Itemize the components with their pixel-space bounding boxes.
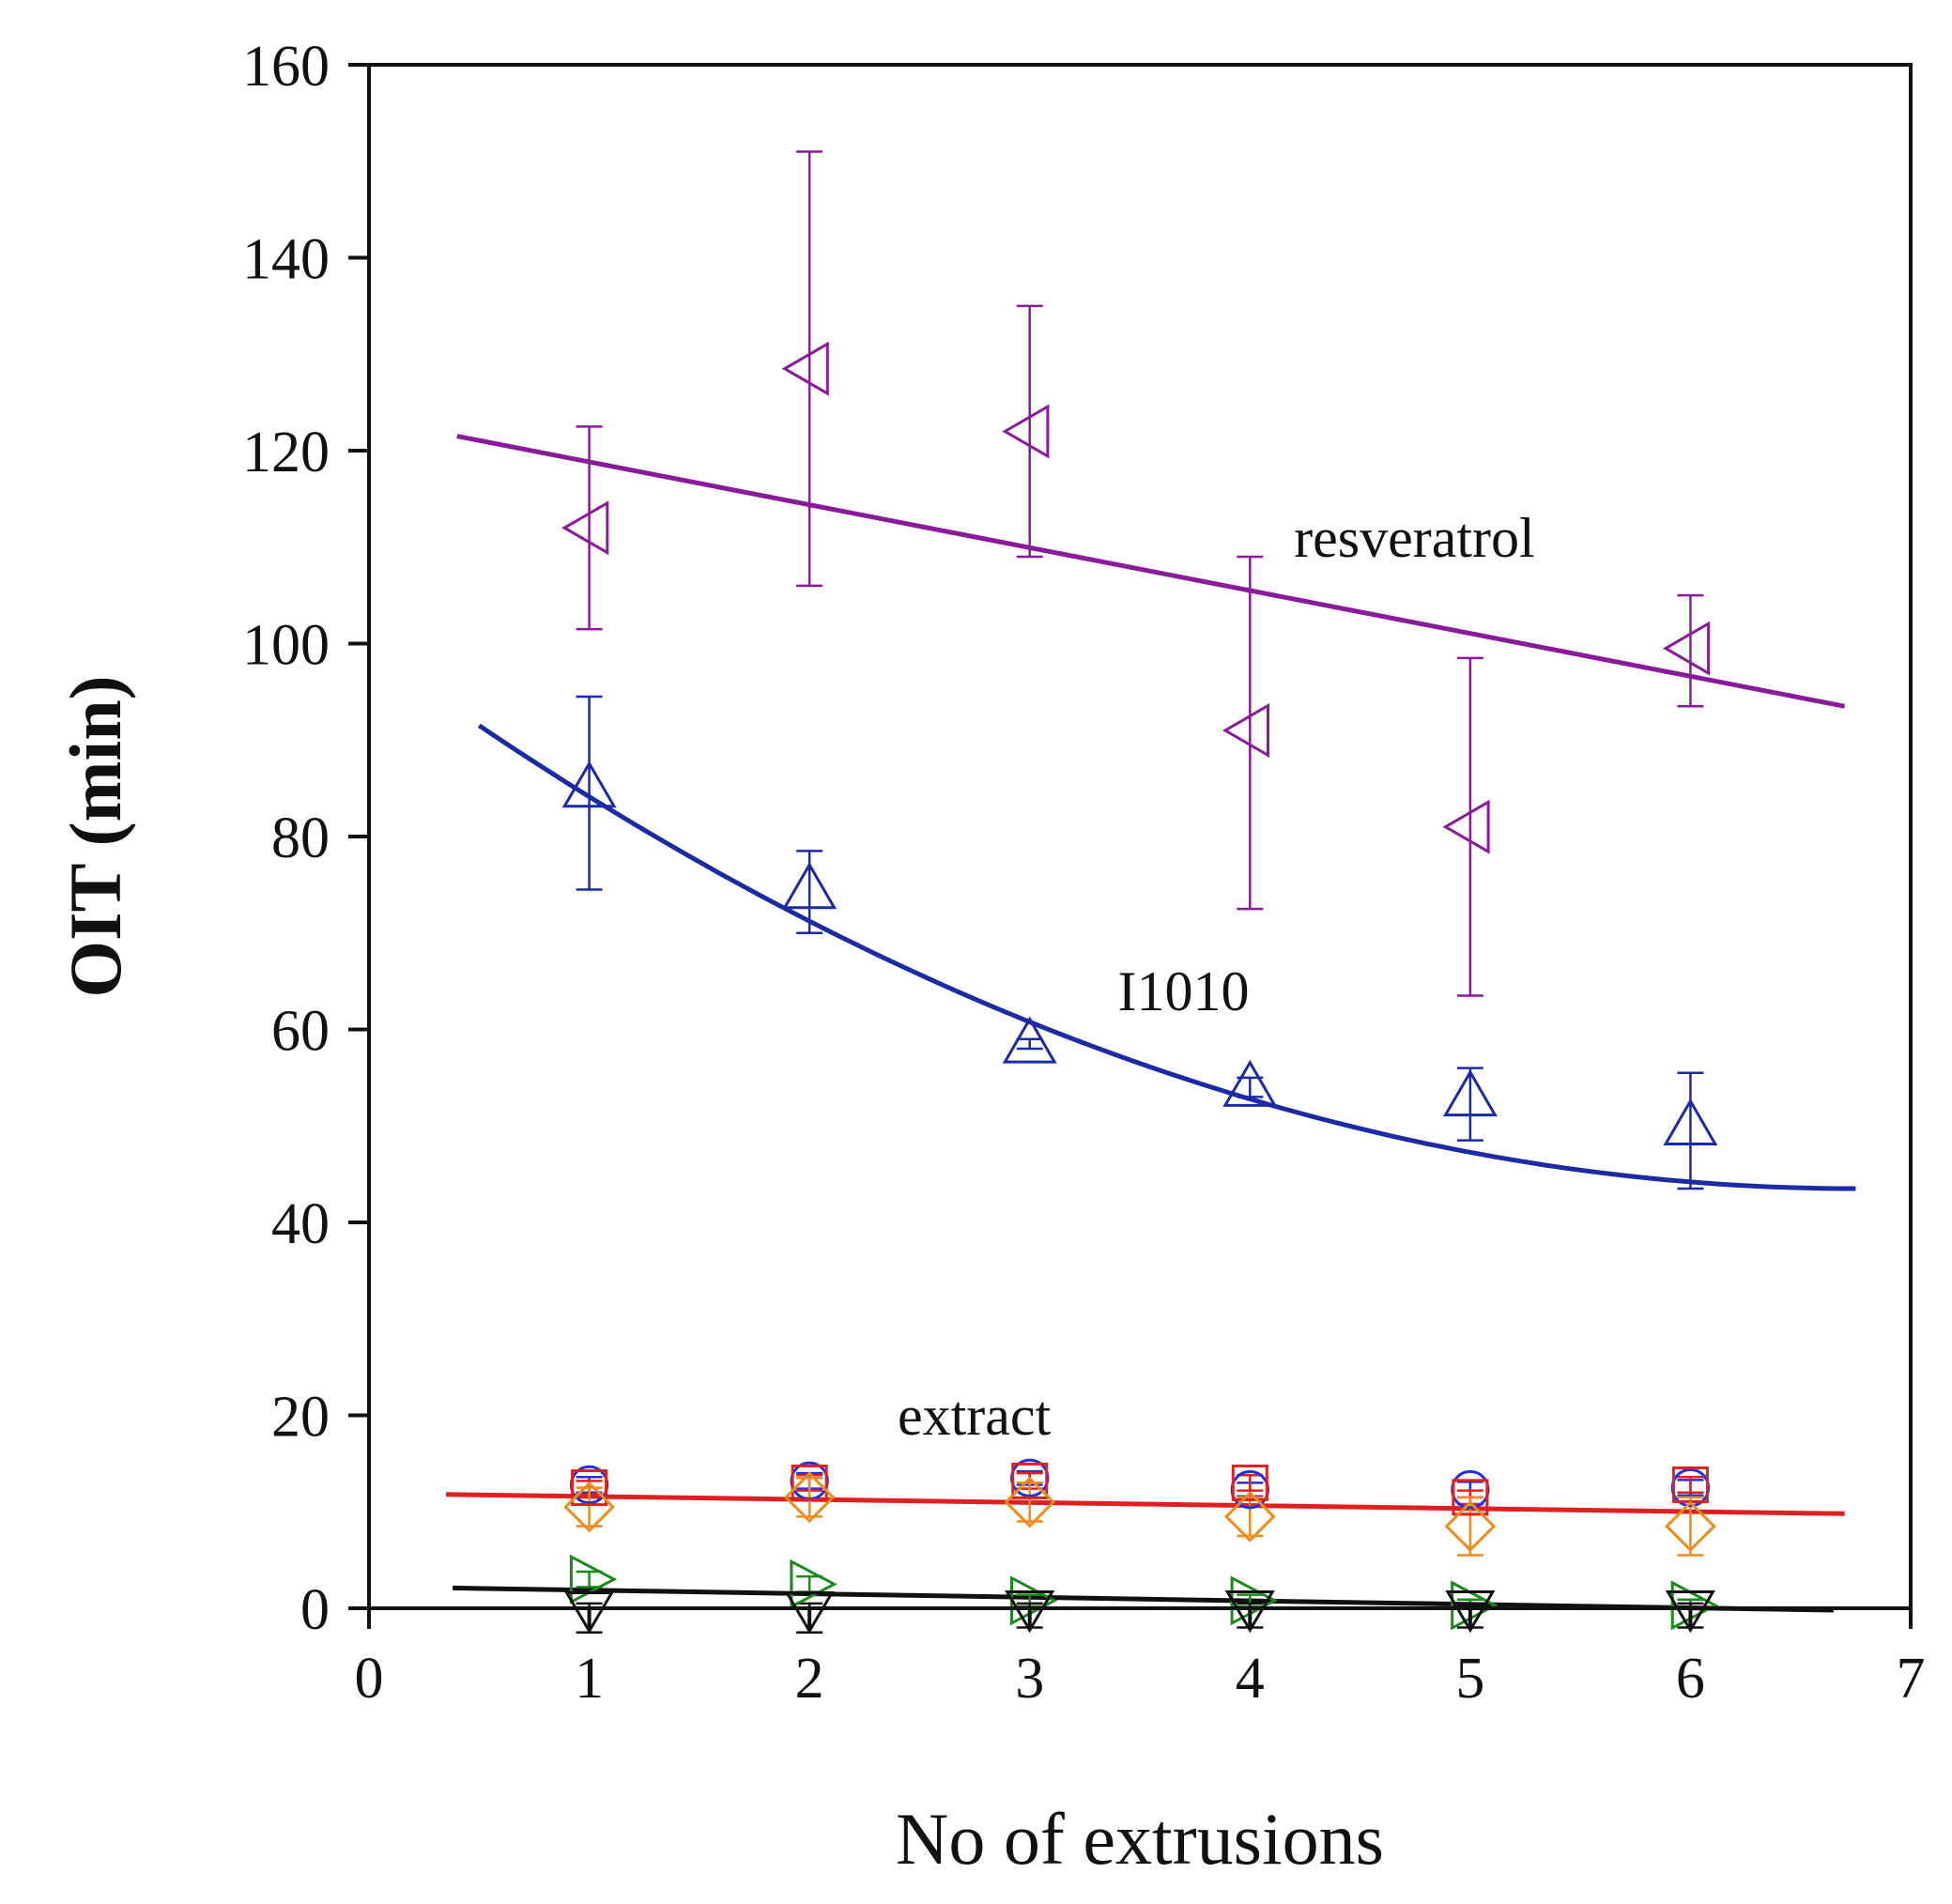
- annotations-layer: resveratrol I1010 extract: [898, 507, 1535, 1447]
- marker-extract-square: [1231, 1464, 1268, 1501]
- extract-fit-line: [446, 1492, 1845, 1516]
- marker-resveratrol: [781, 341, 829, 396]
- plot-frame: [367, 63, 1913, 1610]
- marker-extract-square: [791, 1464, 828, 1501]
- y-tick-label: 20: [271, 1386, 330, 1450]
- marker-extract-diamond: [1004, 1476, 1056, 1528]
- marker-extract-triangle-right: [790, 1559, 838, 1609]
- y-tick-label: 140: [242, 228, 330, 292]
- ticks-layer: 0 1 2 3 4 5 6 7 0 20 40 60 80 100 120 140 160: [242, 35, 1926, 1711]
- marker-I1010: [561, 760, 617, 808]
- marker-extract-triangle-down: [784, 1591, 835, 1635]
- marker-extract-diamond: [563, 1481, 615, 1533]
- marker-extract-triangle-right: [1451, 1580, 1499, 1631]
- y-tick-label: 80: [271, 806, 330, 870]
- fit-line-I1010: [477, 723, 1856, 1191]
- annotation-label: extract: [898, 1385, 1052, 1447]
- marker-extract-triangle-down: [1665, 1590, 1716, 1634]
- marker-I1010: [1442, 1069, 1498, 1117]
- marker-extract-triangle-right: [569, 1554, 618, 1605]
- error-bars-layer: [576, 150, 1704, 1634]
- x-tick-label: 7: [1897, 1647, 1926, 1711]
- marker-extract-square: [571, 1469, 608, 1507]
- labels-layer: No of extrusions OIT (min): [54, 675, 1384, 1880]
- marker-extract-square: [1011, 1462, 1049, 1499]
- marker-resveratrol: [1442, 799, 1490, 854]
- marker-I1010: [1002, 1016, 1057, 1064]
- marker-extract-diamond: [783, 1471, 836, 1524]
- marker-resveratrol: [561, 500, 609, 556]
- x-tick-label: 3: [1015, 1647, 1044, 1711]
- marker-extract-triangle-right: [1670, 1580, 1719, 1631]
- marker-resveratrol: [1002, 404, 1050, 459]
- y-tick-label: 60: [271, 1000, 330, 1064]
- marker-extract-triangle-down: [1445, 1590, 1496, 1634]
- fit-line-resveratrol: [456, 434, 1846, 709]
- marker-extract-square: [1452, 1479, 1489, 1516]
- marker-extract-diamond: [1665, 1500, 1716, 1553]
- y-axis-title: OIT (min): [54, 675, 136, 997]
- marker-I1010: [1222, 1059, 1278, 1107]
- x-tick-label: 6: [1676, 1647, 1705, 1711]
- marker-extract-triangle-down: [1224, 1590, 1275, 1634]
- marker-extract-diamond: [1444, 1500, 1497, 1553]
- marker-I1010: [782, 862, 838, 910]
- y-tick-label: 0: [300, 1578, 330, 1642]
- x-tick-label: 1: [575, 1647, 604, 1711]
- x-tick-label: 0: [355, 1647, 384, 1711]
- marker-resveratrol: [1663, 621, 1711, 676]
- y-tick-label: 100: [242, 614, 330, 678]
- axes-layer: [367, 63, 1913, 1610]
- x-axis-title: No of extrusions: [896, 1798, 1384, 1880]
- marker-resveratrol: [1222, 702, 1269, 759]
- x-tick-label: 2: [795, 1647, 824, 1711]
- x-tick-label: 5: [1455, 1647, 1484, 1711]
- marker-I1010: [1663, 1098, 1718, 1145]
- y-tick-label: 120: [242, 421, 330, 484]
- marker-extract-triangle-down: [563, 1591, 615, 1635]
- y-tick-label: 40: [271, 1192, 330, 1256]
- annotation-label: resveratrol: [1294, 507, 1535, 569]
- x-tick-label: 4: [1236, 1647, 1265, 1711]
- y-tick-label: 160: [242, 35, 330, 99]
- fit-lines-layer: [446, 434, 1856, 1613]
- annotation-label: I1010: [1118, 960, 1250, 1022]
- marker-extract-diamond: [1223, 1491, 1276, 1543]
- marker-extract-triangle-down: [1005, 1590, 1055, 1634]
- markers-layer: [561, 341, 1719, 1635]
